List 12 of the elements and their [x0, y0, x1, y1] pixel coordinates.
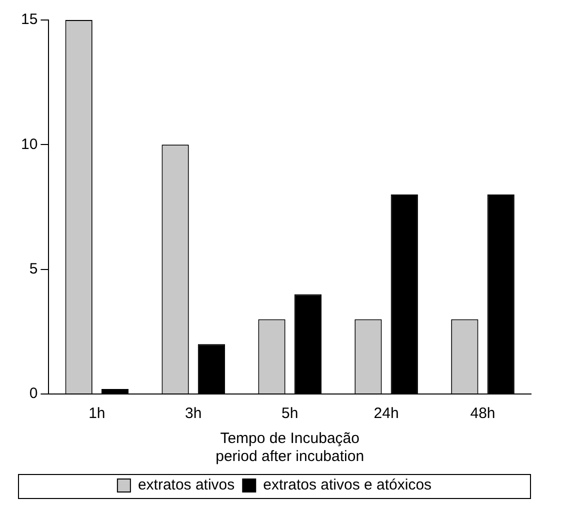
- legend-label: extratos ativos e atóxicos: [263, 476, 432, 494]
- y-tick-label: 5: [29, 260, 38, 278]
- x-tick-label: 5h: [282, 405, 298, 422]
- x-tick-label: 48h: [470, 405, 496, 422]
- y-tick-label: 10: [20, 136, 38, 153]
- y-tick-label: 15: [20, 11, 38, 28]
- legend-label: extratos ativos: [138, 476, 235, 494]
- x-tick-label: 24h: [374, 405, 399, 422]
- y-tick-label: 0: [29, 385, 38, 402]
- x-axis-title: Tempo de Incubação period after incubation: [216, 430, 364, 466]
- x-tick-label: 1h: [88, 405, 106, 422]
- x-tick-label: 3h: [185, 405, 202, 422]
